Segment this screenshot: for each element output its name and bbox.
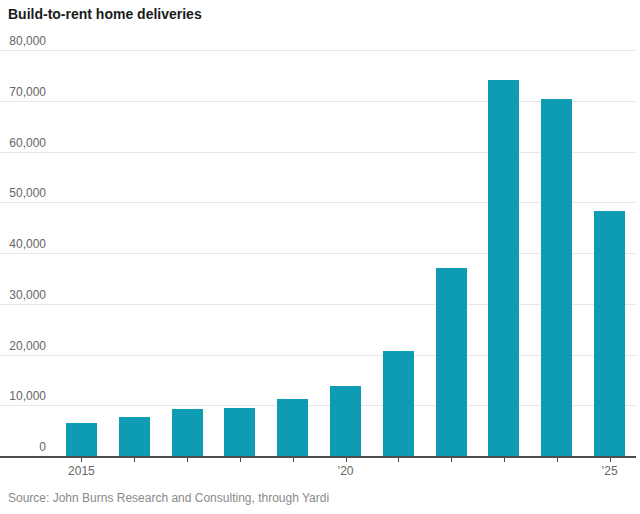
bar-2023 [488,80,519,456]
y-axis-label: 70,000 [0,86,46,99]
y-axis-label: 20,000 [0,340,46,353]
x-axis-tick [293,458,294,462]
y-axis-label: 40,000 [0,238,46,251]
y-axis-label: 10,000 [0,390,46,403]
bar-chart: 0 10,000 20,000 30,000 40,000 50,000 60,000 70,… [0,0,640,514]
bar-2018 [224,408,255,456]
bar-2022 [436,268,467,456]
x-axis-tick [610,458,611,462]
bar-2024 [541,99,572,456]
x-axis-tick [134,458,135,462]
x-axis-tick [240,458,241,462]
x-axis-tick [81,458,82,462]
x-axis-tick [187,458,188,462]
x-axis-label: 2015 [51,464,111,478]
x-axis-label: ’25 [580,464,640,478]
y-axis-label: 30,000 [0,289,46,302]
bar-2020 [330,386,361,456]
x-axis-label: ’20 [316,464,376,478]
y-axis-label: 60,000 [0,137,46,150]
y-axis-label: 80,000 [0,35,46,48]
x-axis-tick [504,458,505,462]
bar-2021 [383,351,414,456]
bar-2025 [594,211,625,456]
y-axis-label: 0 [0,441,46,454]
bar-2015 [66,423,97,456]
page: Build-to-rent home deliveries 010,00020,… [0,0,640,514]
gridline [0,50,636,51]
bar-2016 [119,417,150,456]
x-axis-tick [346,458,347,462]
bar-2019 [277,399,308,456]
x-axis-tick [398,458,399,462]
x-axis-tick [451,458,452,462]
x-axis-tick [557,458,558,462]
source-note: Source: John Burns Research and Consulti… [8,491,329,505]
bar-2017 [172,409,203,456]
y-axis-label: 50,000 [0,187,46,200]
